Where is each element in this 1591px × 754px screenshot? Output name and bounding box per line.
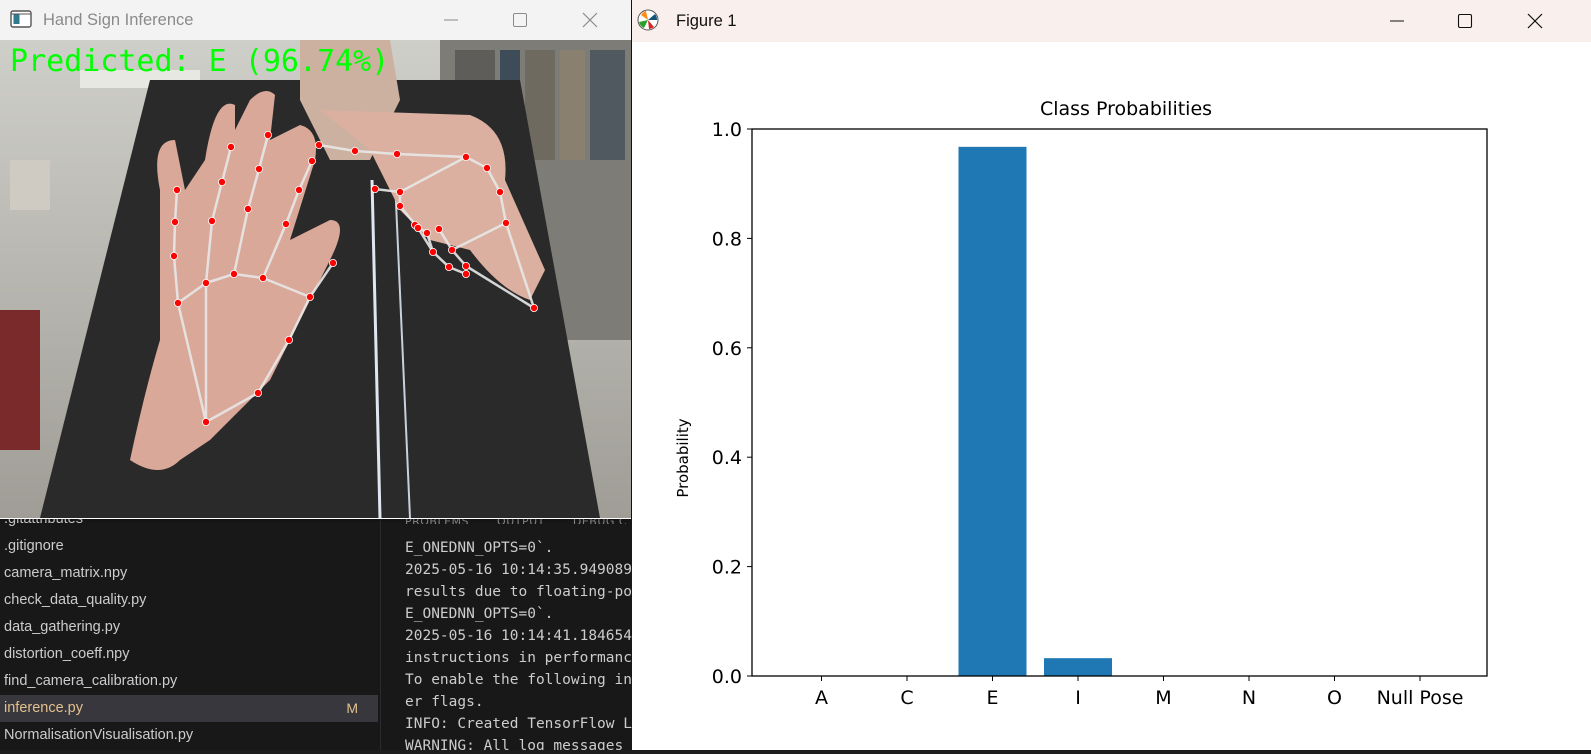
close-button[interactable] <box>1512 0 1558 42</box>
minimize-button[interactable] <box>1374 0 1420 42</box>
minimize-icon <box>1390 20 1404 22</box>
maximize-button[interactable] <box>1442 0 1488 42</box>
y-tick-label: 0.2 <box>712 557 742 579</box>
camera-image <box>0 40 631 518</box>
figure-titlebar[interactable]: Figure 1 <box>632 0 1591 42</box>
terminal-line: E_ONEDNN_OPTS=0`. <box>405 540 554 556</box>
explorer-file-item[interactable]: distortion_coeff.npy <box>0 641 378 668</box>
terminal-line: 2025-05-16 10:14:35.949089 <box>405 562 632 578</box>
terminal-line: To enable the following in <box>405 672 632 688</box>
terminal-line: instructions in performanc <box>405 650 632 666</box>
maximize-icon <box>513 13 527 27</box>
x-tick-label: Null Pose <box>1377 687 1464 709</box>
file-name: .gitignore <box>4 538 64 554</box>
panel-tab[interactable]: DEBUG C <box>572 515 628 524</box>
x-tick-label: N <box>1242 687 1256 709</box>
bar-i <box>1044 658 1112 676</box>
explorer-file-item[interactable]: NormalisationVisualisation.py <box>0 722 378 749</box>
camera-feed: Predicted: E (96.74%) <box>0 40 631 518</box>
explorer-file-item[interactable]: check_data_quality.py <box>0 587 378 614</box>
file-explorer: .gitattributes .gitignore camera_matrix.np… <box>0 511 378 750</box>
maximize-button[interactable] <box>497 0 543 40</box>
y-axis-label: Probability <box>674 418 692 497</box>
terminal-line: E_ONEDNN_OPTS=0`. <box>405 606 554 622</box>
x-tick-label: E <box>986 687 998 709</box>
panel-tab[interactable]: PROBLEMS <box>405 515 470 524</box>
figure-window: Figure 1 Class Probabilities Probability… <box>632 0 1591 750</box>
x-tick-label: O <box>1327 687 1342 709</box>
file-name: camera_matrix.npy <box>4 565 128 581</box>
terminal-line: WARNING: All log messages <box>405 738 624 750</box>
terminal-line: results due to floating-po <box>405 584 632 600</box>
close-button[interactable] <box>567 0 613 40</box>
figure-canvas: Class Probabilities Probability 0.0 0.2 0.… <box>632 42 1591 750</box>
figure-title: Figure 1 <box>676 12 737 30</box>
y-tick-label: 0.4 <box>712 447 742 469</box>
prediction-overlay-text: Predicted: E (96.74%) <box>10 44 390 79</box>
y-tick-label: 0.6 <box>712 338 742 360</box>
y-tick-label: 0.0 <box>712 666 742 688</box>
plot-area-frame <box>751 128 1488 677</box>
terminal-line: 2025-05-16 10:14:41.184654 <box>405 628 632 644</box>
close-icon <box>582 12 598 28</box>
matplotlib-icon <box>637 9 659 31</box>
bar-chart: Class Probabilities Probability 0.0 0.2 0.… <box>674 98 1488 709</box>
explorer-file-item[interactable]: data_gathering.py <box>0 614 378 641</box>
explorer-file-item[interactable]: find_camera_calibration.py <box>0 668 378 695</box>
maximize-icon <box>1457 13 1473 29</box>
app-icon <box>10 10 32 28</box>
git-modified-badge: M <box>346 700 358 716</box>
terminal-line: INFO: Created TensorFlow L <box>405 716 632 732</box>
terminal-panel: PROBLEMS OUTPUT DEBUG C E_ONEDNN_OPTS=0`. 2… <box>380 510 633 750</box>
explorer-file-item[interactable]: inference.py M <box>0 695 378 722</box>
file-name: distortion_coeff.npy <box>4 646 130 662</box>
bar-e <box>958 146 1027 676</box>
file-name: data_gathering.py <box>4 619 121 635</box>
hand-sign-inference-window: Hand Sign Inference <box>0 0 631 519</box>
minimize-icon <box>444 19 458 21</box>
explorer-file-item[interactable]: .gitignore <box>0 533 378 560</box>
y-tick-label: 0.8 <box>712 228 742 250</box>
panel-tab[interactable]: OUTPUT <box>497 515 545 524</box>
x-tick-label: M <box>1155 687 1171 709</box>
y-tick-label: 1.0 <box>712 119 742 141</box>
window-titlebar[interactable]: Hand Sign Inference <box>0 0 631 40</box>
terminal-line: er flags. <box>405 694 484 710</box>
window-title: Hand Sign Inference <box>43 11 194 29</box>
file-name: NormalisationVisualisation.py <box>4 727 194 743</box>
file-name: find_camera_calibration.py <box>4 673 178 689</box>
file-name: check_data_quality.py <box>4 592 147 608</box>
x-tick-label: C <box>900 687 913 709</box>
explorer-file-item[interactable]: camera_matrix.npy <box>0 560 378 587</box>
minimize-button[interactable] <box>428 0 474 40</box>
close-icon <box>1527 13 1543 29</box>
file-name: inference.py <box>4 700 83 716</box>
panel-tabs: PROBLEMS OUTPUT DEBUG C <box>405 510 633 524</box>
x-tick-label: I <box>1075 687 1081 709</box>
chart-title: Class Probabilities <box>1040 98 1212 120</box>
x-tick-label: A <box>815 687 828 709</box>
